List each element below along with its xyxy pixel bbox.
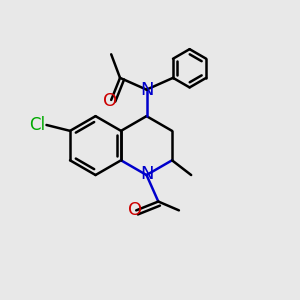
Text: O: O: [128, 201, 142, 219]
Text: N: N: [140, 81, 153, 99]
Text: O: O: [103, 92, 117, 110]
Text: Cl: Cl: [29, 116, 45, 134]
Text: N: N: [140, 165, 153, 183]
